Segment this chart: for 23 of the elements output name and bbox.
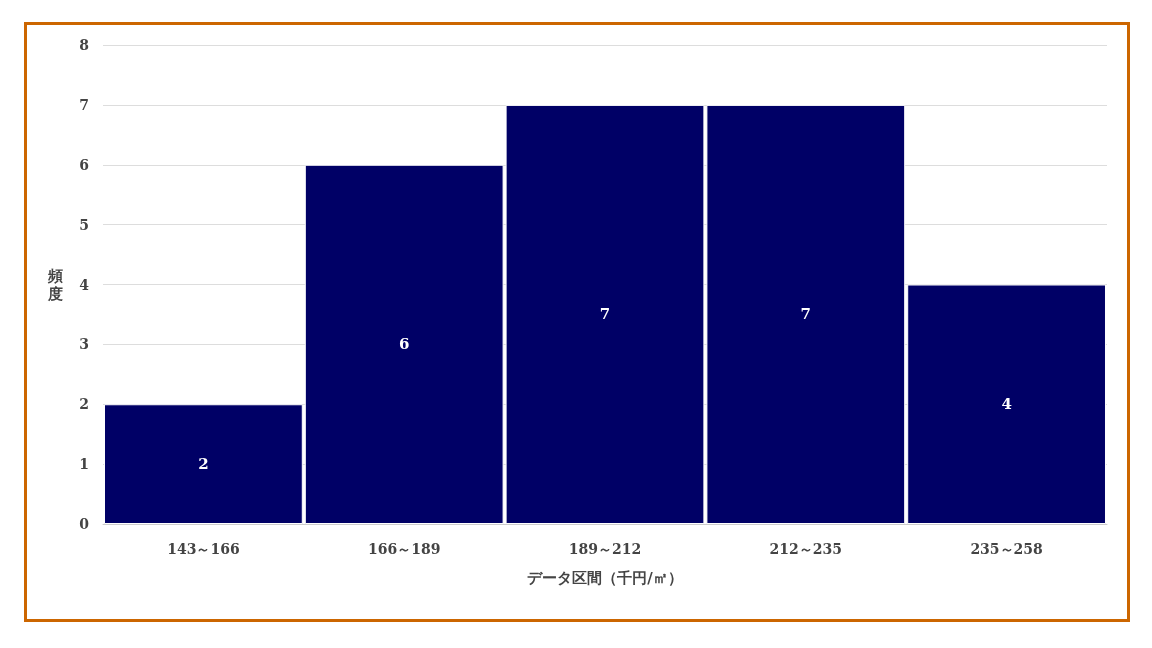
x-tick-label: 235～258 xyxy=(970,541,1043,557)
x-tick-label: 189～212 xyxy=(568,541,642,557)
y-tick-label: 2 xyxy=(79,396,89,413)
x-tick-label: 143～166 xyxy=(167,541,240,557)
data-label: 6 xyxy=(398,335,410,354)
x-tick-label: 212～235 xyxy=(769,541,843,557)
y-tick-label: 4 xyxy=(79,276,90,293)
y-axis-title: 頻度 xyxy=(47,266,63,303)
data-label: 7 xyxy=(800,305,812,324)
y-tick-label: 5 xyxy=(79,216,89,233)
bar xyxy=(104,404,303,524)
bar xyxy=(907,284,1106,524)
x-tick-label: 166～189 xyxy=(367,541,441,557)
y-tick-label: 7 xyxy=(79,96,89,113)
y-tick-label: 1 xyxy=(79,456,89,473)
y-tick-label: 8 xyxy=(79,37,89,53)
data-label: 2 xyxy=(198,455,209,474)
data-label: 4 xyxy=(1001,395,1012,414)
y-tick-label: 3 xyxy=(79,336,89,353)
y-tick-label: 6 xyxy=(79,156,89,173)
data-label: 7 xyxy=(599,305,611,324)
x-axis-title: データ区間（千円/㎡） xyxy=(527,568,683,587)
y-tick-label: 0 xyxy=(79,516,90,532)
